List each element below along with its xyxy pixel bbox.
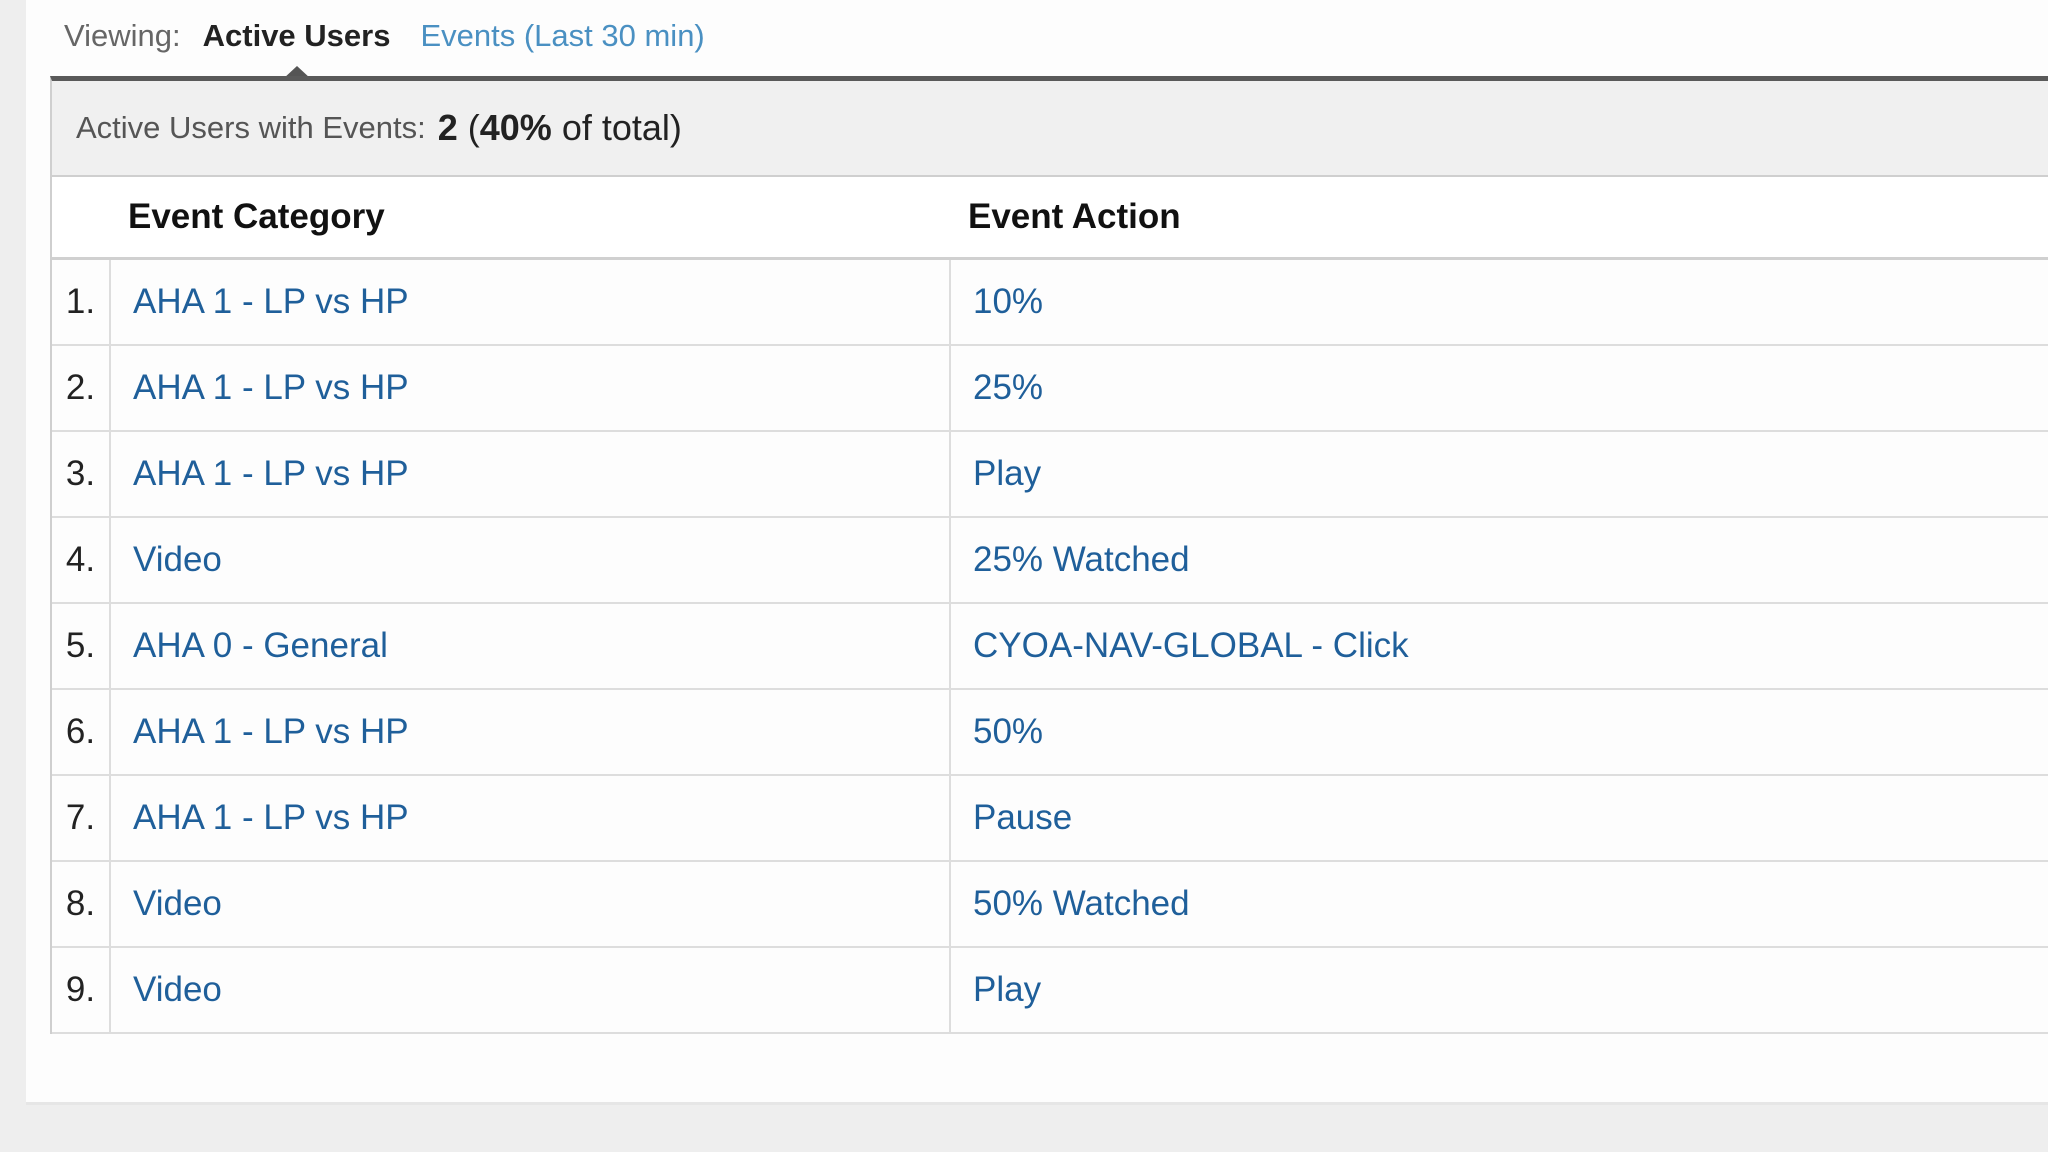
row-index: 1. xyxy=(52,258,111,346)
event-category-link[interactable]: AHA 1 - LP vs HP xyxy=(133,282,409,321)
event-action-cell: 50% xyxy=(950,689,2048,776)
tab-active-users-label: Active Users xyxy=(202,18,391,53)
row-index: 7. xyxy=(52,775,111,862)
viewing-bar: Viewing: Active Users Events (Last 30 mi… xyxy=(64,0,705,79)
event-action-link[interactable]: CYOA-NAV-GLOBAL - Click xyxy=(973,626,1409,665)
table-row: 5. AHA 0 - General CYOA-NAV-GLOBAL - Click xyxy=(52,603,2048,690)
row-index: 6. xyxy=(52,689,111,776)
row-index: 2. xyxy=(52,345,111,432)
event-category-cell: AHA 1 - LP vs HP xyxy=(110,689,951,776)
event-category-link[interactable]: AHA 0 - General xyxy=(133,626,388,665)
event-category-cell: AHA 1 - LP vs HP xyxy=(110,775,951,862)
viewing-label: Viewing: xyxy=(64,18,181,53)
table-row: 9. Video Play xyxy=(52,947,2048,1034)
event-action-cell: 50% Watched xyxy=(950,861,2048,948)
event-action-link[interactable]: Play xyxy=(973,970,1042,1009)
events-panel: Active Users with Events: 2 (40% of tota… xyxy=(50,76,2048,1034)
summary-label: Active Users with Events: xyxy=(76,110,426,145)
event-action-link[interactable]: 25% xyxy=(973,368,1044,407)
event-category-link[interactable]: AHA 1 - LP vs HP xyxy=(133,454,409,493)
event-action-link[interactable]: 10% xyxy=(973,282,1044,321)
event-action-link[interactable]: Pause xyxy=(973,798,1073,837)
summary-percent: 40% xyxy=(479,107,552,148)
table-row: 7. AHA 1 - LP vs HP Pause xyxy=(52,775,2048,862)
event-action-cell: Pause xyxy=(950,775,2048,862)
summary-suffix: of total) xyxy=(551,107,682,148)
table-row: 1. AHA 1 - LP vs HP 10% xyxy=(52,258,2048,346)
table-row: 6. AHA 1 - LP vs HP 50% xyxy=(52,689,2048,776)
summary-value: 2 (40% of total) xyxy=(438,107,682,149)
row-index: 5. xyxy=(52,603,111,690)
event-category-link[interactable]: AHA 1 - LP vs HP xyxy=(133,712,409,751)
event-category-link[interactable]: AHA 1 - LP vs HP xyxy=(133,798,409,837)
events-table-body: 1. AHA 1 - LP vs HP 10% 2. AHA 1 - LP vs HP 2… xyxy=(52,258,2048,1034)
event-category-cell: AHA 1 - LP vs HP xyxy=(110,345,951,432)
index-column-header xyxy=(52,177,110,260)
event-category-cell: Video xyxy=(110,861,951,948)
table-row: 8. Video 50% Watched xyxy=(52,861,2048,948)
row-index: 9. xyxy=(52,947,111,1034)
table-row: 2. AHA 1 - LP vs HP 25% xyxy=(52,345,2048,432)
event-action-link[interactable]: Play xyxy=(973,454,1042,493)
row-index: 3. xyxy=(52,431,111,518)
event-category-cell: AHA 1 - LP vs HP xyxy=(110,431,951,518)
tab-events-last-30-min[interactable]: Events (Last 30 min) xyxy=(420,18,705,53)
event-category-link[interactable]: Video xyxy=(133,970,222,1009)
table-row: 4. Video 25% Watched xyxy=(52,517,2048,604)
event-category-cell: Video xyxy=(110,947,951,1034)
tab-active-users[interactable]: Active Users xyxy=(202,18,391,79)
event-category-cell: AHA 1 - LP vs HP xyxy=(110,258,951,346)
event-action-cell: Play xyxy=(950,431,2048,518)
summary-bar: Active Users with Events: 2 (40% of tota… xyxy=(52,81,2048,177)
event-action-cell: Play xyxy=(950,947,2048,1034)
table-header-row: Event Category Event Action xyxy=(52,177,2048,260)
event-category-link[interactable]: Video xyxy=(133,884,222,923)
event-action-cell: 25% xyxy=(950,345,2048,432)
event-category-cell: Video xyxy=(110,517,951,604)
realtime-events-page: Viewing: Active Users Events (Last 30 mi… xyxy=(26,0,2048,1105)
event-action-header[interactable]: Event Action xyxy=(950,177,2048,260)
row-index: 4. xyxy=(52,517,111,604)
table-row: 3. AHA 1 - LP vs HP Play xyxy=(52,431,2048,518)
event-category-header[interactable]: Event Category xyxy=(110,177,950,260)
event-action-cell: 10% xyxy=(950,258,2048,346)
event-action-cell: 25% Watched xyxy=(950,517,2048,604)
event-action-link[interactable]: 25% Watched xyxy=(973,540,1190,579)
event-category-link[interactable]: AHA 1 - LP vs HP xyxy=(133,368,409,407)
row-index: 8. xyxy=(52,861,111,948)
summary-count: 2 xyxy=(437,107,458,148)
event-action-link[interactable]: 50% xyxy=(973,712,1044,751)
summary-open-paren: ( xyxy=(457,107,480,148)
event-action-link[interactable]: 50% Watched xyxy=(973,884,1190,923)
events-table: Event Category Event Action 1. AHA 1 - LP… xyxy=(52,177,2048,1034)
event-category-link[interactable]: Video xyxy=(133,540,222,579)
active-tab-caret-icon xyxy=(282,66,311,79)
event-action-cell: CYOA-NAV-GLOBAL - Click xyxy=(950,603,2048,690)
event-category-cell: AHA 0 - General xyxy=(110,603,951,690)
